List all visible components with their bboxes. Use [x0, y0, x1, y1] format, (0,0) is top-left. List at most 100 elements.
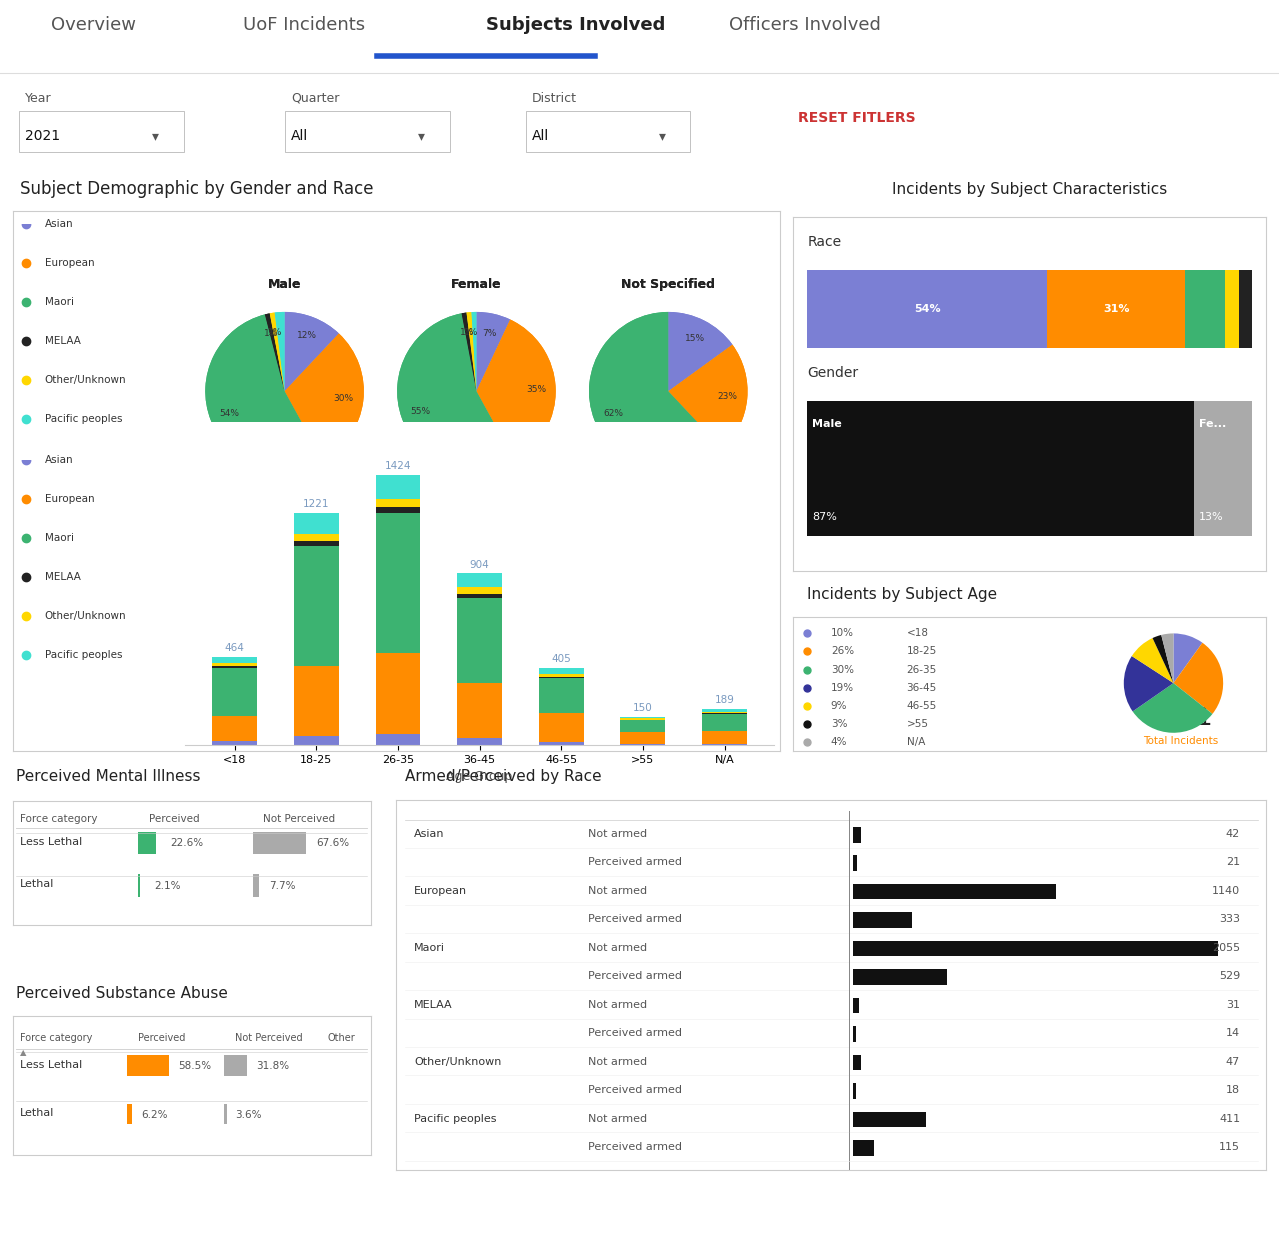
Bar [294, 667, 339, 737]
Wedge shape [284, 312, 339, 391]
Text: 10%: 10% [831, 628, 854, 638]
Text: 333: 333 [1219, 914, 1241, 924]
Text: Perceived armed: Perceived armed [588, 857, 682, 867]
Text: 4751: 4751 [1150, 705, 1212, 730]
Text: 31.8%: 31.8% [256, 1061, 289, 1071]
Wedge shape [668, 344, 747, 450]
Text: 2.1%: 2.1% [153, 881, 180, 891]
Wedge shape [462, 313, 476, 391]
Bar [294, 737, 339, 745]
Text: 23%: 23% [718, 392, 738, 401]
Bar [376, 653, 421, 734]
Text: 26-35: 26-35 [907, 664, 936, 674]
Wedge shape [467, 312, 476, 391]
Text: 1%: 1% [269, 328, 283, 337]
Text: European: European [45, 493, 95, 504]
Wedge shape [1152, 635, 1174, 683]
Wedge shape [275, 312, 285, 391]
Text: 21: 21 [1227, 857, 1241, 867]
Text: 405: 405 [551, 655, 572, 664]
FancyBboxPatch shape [1186, 271, 1225, 348]
Text: 46-55: 46-55 [907, 700, 936, 710]
Text: Less Lethal: Less Lethal [20, 837, 82, 847]
FancyBboxPatch shape [853, 884, 1055, 899]
Text: Race: Race [807, 235, 842, 250]
Text: Perceived armed: Perceived armed [588, 914, 682, 924]
Bar [620, 720, 665, 732]
Bar [212, 668, 257, 717]
Text: Perceived armed: Perceived armed [588, 1028, 682, 1038]
FancyBboxPatch shape [853, 1140, 874, 1156]
Text: Other/Unknown: Other/Unknown [45, 611, 127, 621]
Text: 62%: 62% [602, 409, 623, 417]
Text: N/A: N/A [907, 737, 925, 746]
Text: >55: >55 [907, 719, 929, 729]
Text: 42: 42 [1225, 828, 1241, 840]
Wedge shape [206, 314, 322, 471]
Text: Year: Year [26, 92, 52, 104]
Text: 19%: 19% [831, 683, 854, 693]
Wedge shape [668, 312, 733, 391]
Text: Pacific peoples: Pacific peoples [414, 1114, 496, 1124]
Bar [538, 678, 583, 713]
Text: Male: Male [812, 419, 842, 430]
Text: Asian: Asian [45, 455, 73, 465]
Text: 30%: 30% [831, 664, 854, 674]
FancyBboxPatch shape [526, 111, 691, 152]
Bar [294, 542, 339, 545]
Wedge shape [476, 319, 555, 461]
Text: District: District [532, 92, 577, 104]
Wedge shape [476, 319, 555, 461]
Bar [620, 717, 665, 718]
Text: 1221: 1221 [303, 499, 330, 509]
Wedge shape [590, 312, 723, 471]
Text: Not Perceived: Not Perceived [235, 1032, 302, 1042]
Text: Other/Unknown: Other/Unknown [414, 1057, 501, 1067]
Wedge shape [472, 312, 477, 391]
Bar [457, 587, 503, 594]
Wedge shape [270, 313, 284, 391]
Wedge shape [265, 313, 284, 391]
Text: 464: 464 [225, 643, 244, 653]
Text: 26%: 26% [831, 647, 854, 657]
Bar [702, 712, 747, 713]
Text: UoF Incidents: UoF Incidents [243, 16, 365, 34]
Bar [376, 734, 421, 745]
Text: 87%: 87% [812, 512, 836, 522]
Text: Maori: Maori [45, 297, 74, 307]
FancyBboxPatch shape [1238, 271, 1252, 348]
Wedge shape [590, 312, 723, 471]
FancyBboxPatch shape [138, 832, 156, 854]
Text: ▾: ▾ [418, 129, 425, 143]
FancyBboxPatch shape [1048, 271, 1186, 348]
Text: Asian: Asian [45, 219, 73, 229]
Text: MELAA: MELAA [45, 571, 81, 582]
Text: 18: 18 [1227, 1086, 1241, 1095]
Bar [457, 594, 503, 597]
Wedge shape [398, 313, 514, 471]
FancyBboxPatch shape [853, 827, 861, 842]
Text: 1140: 1140 [1212, 886, 1241, 895]
Text: Force category: Force category [20, 1032, 92, 1042]
FancyBboxPatch shape [853, 997, 858, 1013]
Wedge shape [206, 314, 322, 471]
Text: Perceived Mental Illness: Perceived Mental Illness [17, 769, 201, 784]
Text: 54%: 54% [914, 304, 940, 314]
Text: Fe...: Fe... [1198, 419, 1227, 430]
FancyBboxPatch shape [853, 969, 948, 985]
Text: <18: <18 [907, 628, 929, 638]
FancyBboxPatch shape [1225, 271, 1238, 348]
Text: Subject Demographic by Gender and Race: Subject Demographic by Gender and Race [20, 180, 373, 199]
Text: 2055: 2055 [1212, 943, 1241, 953]
Text: 3%: 3% [831, 719, 848, 729]
Text: Perceived armed: Perceived armed [588, 1086, 682, 1095]
Text: 150: 150 [633, 703, 652, 713]
Bar [702, 709, 747, 712]
X-axis label: Age Group: Age Group [446, 770, 513, 784]
Text: Maori: Maori [414, 943, 445, 953]
Text: All: All [532, 129, 549, 143]
Wedge shape [1174, 642, 1223, 714]
Text: Pacific peoples: Pacific peoples [45, 650, 123, 661]
Text: 411: 411 [1219, 1114, 1241, 1124]
Text: 904: 904 [469, 560, 490, 570]
